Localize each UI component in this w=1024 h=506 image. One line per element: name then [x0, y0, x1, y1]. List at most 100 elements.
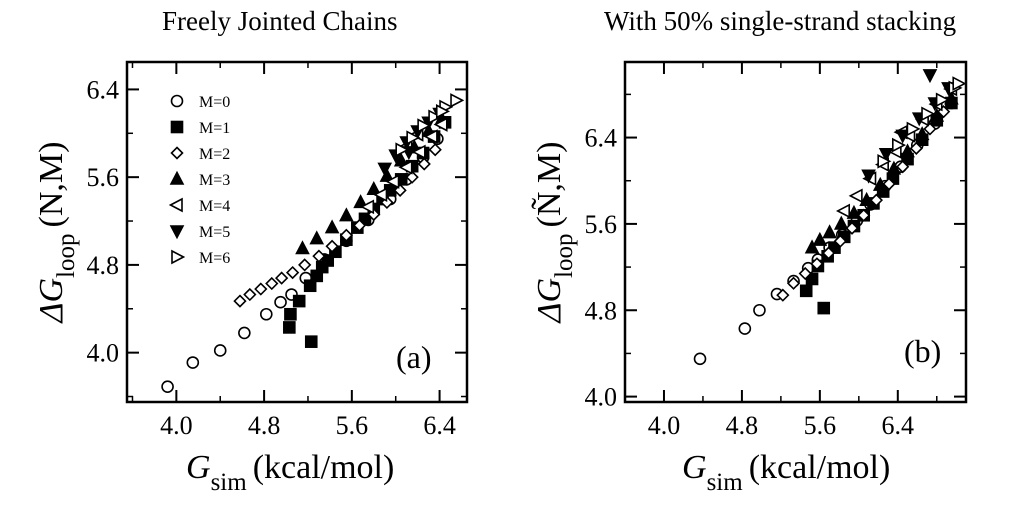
data-point-a-4-5	[423, 129, 438, 144]
y-tick-label-b-3: 6.4	[585, 124, 618, 153]
data-point-a-1-2	[292, 294, 306, 308]
legend-marker-1	[170, 120, 184, 134]
data-point-a-4-2	[385, 174, 400, 189]
x-tick-label-b-2: 5.6	[804, 411, 837, 440]
data-point-b-3-9	[914, 126, 930, 141]
data-point-a-3-3	[339, 207, 354, 222]
x-tick-label-b-0: 4.0	[648, 411, 681, 440]
data-point-a-1-1	[284, 307, 297, 321]
data-point-a-2-0	[233, 294, 247, 308]
data-point-a-0-5	[274, 295, 287, 309]
legend-marker-2	[170, 146, 184, 160]
y-tick-label-b-0: 4.0	[585, 383, 618, 412]
legend-marker-0	[170, 94, 184, 108]
legend-label-2: M=2	[199, 146, 230, 163]
data-point-a-0-4	[259, 307, 273, 321]
y-axis-label-b: ΔGloop(Ñ,M)	[531, 142, 578, 325]
data-point-b-3-10	[929, 107, 945, 122]
data-point-a-0-2	[213, 344, 227, 357]
data-point-a-0-1	[186, 356, 200, 369]
data-point-b-3-2	[822, 224, 837, 239]
data-point-a-2-4	[275, 271, 289, 285]
data-point-a-2-5	[285, 265, 300, 280]
data-point-a-2-2	[254, 282, 268, 296]
data-point-b-4-0	[835, 203, 851, 219]
x-axis-label-a: Gsim (kcal/mol)	[186, 449, 394, 496]
legend-marker-5	[169, 225, 185, 240]
legend-label-0: M=0	[199, 94, 230, 111]
data-point-a-4-0	[360, 199, 375, 215]
data-point-a-1-3	[303, 279, 317, 293]
data-point-a-4-1	[373, 187, 388, 203]
y-tick-label-a-3: 6.4	[87, 75, 120, 104]
data-point-b-6-0	[877, 153, 892, 169]
y-tick-label-a-1: 4.8	[87, 251, 120, 280]
data-point-b-3-4	[846, 204, 862, 219]
data-point-a-0-0	[161, 380, 174, 393]
series-b-M=3	[804, 90, 959, 254]
data-point-a-4-6	[433, 117, 448, 132]
data-point-b-2-11	[909, 141, 923, 155]
data-point-a-3-7	[393, 152, 409, 167]
panel-a: 4.0 4.8 5.6 6.4 4.0 4.8 5.6 6.4 Gsim (kcal/mol) ΔG…	[33, 60, 469, 496]
data-point-b-6-6	[952, 76, 967, 91]
data-point-a-6-0	[395, 142, 410, 158]
x-axis-label-b: Gsim (kcal/mol)	[682, 449, 890, 496]
data-point-b-3-5	[859, 191, 874, 206]
legend-label-1: M=1	[199, 120, 230, 137]
panel-tag-a: (a)	[396, 339, 432, 375]
data-point-b-3-0	[804, 239, 820, 254]
data-point-b-4-1	[848, 188, 863, 204]
series-b-M=6	[877, 76, 967, 169]
series-a-M=6	[395, 93, 465, 158]
y-tick-label-b-1: 4.8	[585, 296, 618, 325]
data-point-a-2-10	[352, 218, 367, 233]
data-point-b-3-11	[944, 90, 959, 105]
data-point-a-3-5	[366, 180, 382, 196]
plot-frame-a	[125, 60, 469, 404]
legend-label-4: M=4	[199, 198, 230, 215]
data-point-b-2-5	[833, 234, 847, 248]
data-point-b-2-1	[786, 276, 801, 290]
data-point-a-2-1	[243, 287, 257, 302]
data-point-b-2-10	[896, 160, 910, 174]
data-point-b-1-0	[799, 284, 813, 298]
data-point-b-2-6	[845, 221, 859, 235]
data-point-b-2-2	[798, 266, 812, 281]
data-point-b-2-0	[776, 288, 790, 302]
data-point-b-5-0	[861, 169, 876, 184]
data-point-b-3-6	[872, 176, 888, 191]
data-point-b-2-7	[857, 208, 871, 222]
legend-marker-4	[168, 197, 183, 213]
data-point-b-6-1	[891, 137, 907, 153]
y-tick-label-a-2: 5.6	[87, 163, 120, 192]
series-a-M=3	[295, 110, 450, 255]
y-tick-label-b-2: 5.6	[585, 210, 618, 239]
data-point-b-1-3	[817, 301, 831, 315]
data-point-b-6-4	[935, 92, 950, 108]
data-point-b-0-2	[753, 303, 766, 317]
data-point-a-6-3	[428, 109, 443, 125]
data-point-b-5-6	[922, 69, 938, 84]
data-point-b-2-12	[923, 122, 937, 136]
y-axis-label-a: ΔGloop(N,M)	[33, 142, 80, 325]
data-point-b-6-2	[906, 121, 921, 137]
data-point-a-6-2	[417, 118, 432, 133]
data-point-a-1-19	[304, 335, 318, 348]
data-point-a-4-3	[398, 159, 413, 175]
data-point-b-0-1	[738, 322, 752, 335]
data-point-b-2-3	[810, 257, 824, 271]
x-tick-label-a-0: 4.0	[160, 411, 193, 440]
legend-marker-3	[169, 170, 185, 185]
data-point-a-2-15	[417, 157, 431, 171]
plot-frame-b	[623, 60, 968, 404]
data-point-b-2-9	[882, 177, 896, 191]
series-a-M=4	[360, 117, 448, 215]
data-point-a-1-0	[283, 321, 296, 334]
x-tick-label-a-3: 6.4	[423, 411, 456, 440]
data-point-b-5-2	[895, 129, 910, 144]
panel-tag-b: (b)	[904, 333, 941, 369]
data-point-a-3-1	[309, 230, 325, 245]
legend-label-3: M=3	[199, 172, 230, 189]
